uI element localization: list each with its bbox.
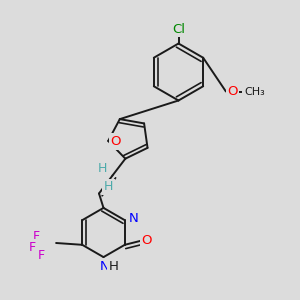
Text: O: O	[227, 85, 238, 98]
Text: O: O	[142, 234, 152, 247]
Text: F: F	[29, 241, 36, 254]
Text: F: F	[38, 249, 45, 262]
Text: F: F	[32, 230, 40, 244]
Text: Cl: Cl	[172, 22, 185, 36]
Text: N: N	[129, 212, 139, 226]
Text: CH₃: CH₃	[244, 86, 265, 97]
Text: N: N	[100, 260, 110, 274]
Text: H: H	[98, 162, 108, 176]
Text: O: O	[110, 135, 121, 148]
Text: H: H	[109, 260, 119, 274]
Text: H: H	[104, 180, 113, 194]
